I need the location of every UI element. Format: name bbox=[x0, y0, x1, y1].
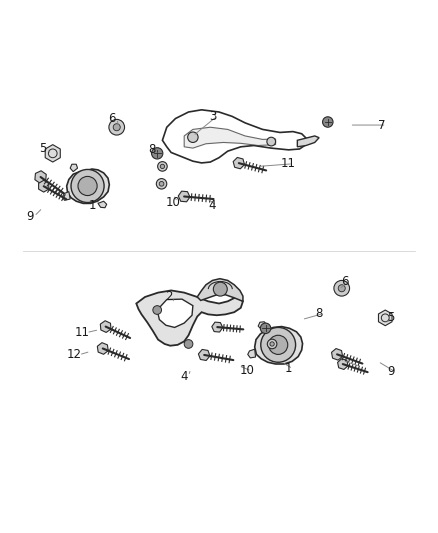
Polygon shape bbox=[45, 144, 60, 162]
Polygon shape bbox=[136, 290, 243, 346]
Circle shape bbox=[267, 137, 276, 146]
Circle shape bbox=[270, 342, 274, 346]
Circle shape bbox=[267, 339, 277, 349]
Circle shape bbox=[334, 280, 350, 296]
Circle shape bbox=[109, 119, 124, 135]
Text: 5: 5 bbox=[39, 142, 46, 156]
Polygon shape bbox=[98, 201, 107, 208]
Text: 11: 11 bbox=[281, 157, 296, 170]
Polygon shape bbox=[198, 350, 210, 360]
Polygon shape bbox=[39, 180, 49, 192]
Polygon shape bbox=[233, 157, 244, 169]
Circle shape bbox=[71, 169, 104, 203]
Text: 9: 9 bbox=[26, 210, 33, 223]
Circle shape bbox=[260, 323, 271, 334]
Text: 6: 6 bbox=[109, 112, 116, 125]
Polygon shape bbox=[297, 136, 319, 147]
Polygon shape bbox=[184, 127, 276, 148]
Circle shape bbox=[113, 124, 120, 131]
Text: 9: 9 bbox=[387, 365, 395, 378]
Text: 6: 6 bbox=[342, 275, 349, 288]
Polygon shape bbox=[248, 349, 255, 358]
Polygon shape bbox=[258, 322, 267, 329]
Text: 10: 10 bbox=[240, 365, 255, 377]
Text: 8: 8 bbox=[148, 143, 155, 156]
Circle shape bbox=[261, 327, 296, 362]
Circle shape bbox=[338, 285, 345, 292]
Circle shape bbox=[78, 176, 97, 196]
Text: 4: 4 bbox=[209, 199, 216, 212]
Text: 5: 5 bbox=[387, 311, 395, 325]
Circle shape bbox=[158, 161, 167, 171]
Polygon shape bbox=[378, 310, 392, 326]
Circle shape bbox=[184, 340, 193, 349]
Text: 11: 11 bbox=[74, 326, 89, 339]
Circle shape bbox=[160, 164, 165, 168]
Text: 3: 3 bbox=[209, 110, 216, 123]
Text: 1: 1 bbox=[285, 362, 293, 375]
Text: 10: 10 bbox=[166, 196, 181, 208]
Polygon shape bbox=[62, 192, 70, 200]
Circle shape bbox=[268, 335, 288, 354]
Polygon shape bbox=[332, 349, 343, 360]
Text: 7: 7 bbox=[378, 118, 386, 132]
Circle shape bbox=[187, 132, 198, 142]
Polygon shape bbox=[254, 327, 303, 364]
Text: 1: 1 bbox=[89, 199, 96, 212]
Polygon shape bbox=[338, 359, 348, 369]
Text: 2: 2 bbox=[165, 290, 173, 303]
Polygon shape bbox=[197, 279, 243, 301]
Polygon shape bbox=[212, 322, 223, 332]
Text: 8: 8 bbox=[315, 307, 323, 320]
Polygon shape bbox=[67, 169, 110, 204]
Polygon shape bbox=[35, 171, 46, 183]
Polygon shape bbox=[157, 299, 193, 327]
Polygon shape bbox=[100, 321, 111, 333]
Polygon shape bbox=[178, 191, 190, 202]
Circle shape bbox=[322, 117, 333, 127]
Circle shape bbox=[153, 305, 162, 314]
Circle shape bbox=[159, 181, 164, 186]
Polygon shape bbox=[97, 343, 108, 354]
Circle shape bbox=[213, 282, 227, 296]
Text: 4: 4 bbox=[180, 370, 188, 383]
Text: 12: 12 bbox=[67, 349, 82, 361]
Circle shape bbox=[156, 179, 167, 189]
Circle shape bbox=[152, 148, 163, 159]
Polygon shape bbox=[70, 164, 78, 172]
